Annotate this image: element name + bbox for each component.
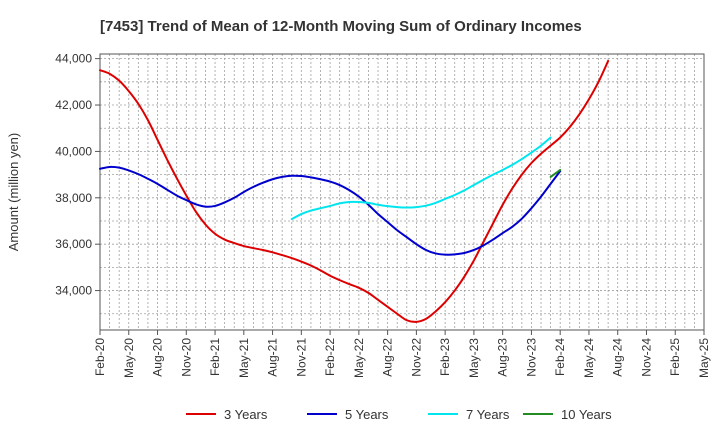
x-axis: Feb-20 May-20 Aug-20 Nov-20 Feb-21 May-21 Aug-… bbox=[93, 330, 711, 378]
x-tick-label: May-23 bbox=[467, 338, 481, 378]
x-tick-label: Nov-24 bbox=[639, 338, 653, 377]
y-tick-label: 36,000 bbox=[55, 237, 92, 251]
x-tick-label: May-24 bbox=[582, 338, 596, 378]
x-tick-label: Nov-20 bbox=[179, 338, 193, 377]
series-line-5-years bbox=[99, 165, 562, 256]
x-tick-label: Feb-22 bbox=[323, 338, 337, 376]
legend-label-7-years: 7 Years bbox=[466, 407, 510, 422]
x-tick-label: May-20 bbox=[122, 338, 136, 378]
x-tick-label: Aug-23 bbox=[496, 338, 510, 377]
y-axis: 34,000 36,000 38,000 40,000 42,000 44,000 bbox=[55, 52, 100, 298]
series-line-10-years bbox=[549, 168, 562, 178]
x-tick-label: Feb-24 bbox=[553, 338, 567, 376]
series-line-7-years bbox=[290, 136, 552, 221]
x-tick-label: Aug-22 bbox=[381, 338, 395, 377]
x-tick-label: Feb-23 bbox=[438, 338, 452, 376]
x-tick-label: Feb-25 bbox=[668, 338, 682, 376]
y-tick-label: 42,000 bbox=[55, 98, 92, 112]
grid bbox=[100, 54, 704, 330]
x-tick-label: Aug-21 bbox=[266, 338, 280, 377]
x-tick-label: Feb-20 bbox=[93, 338, 107, 376]
legend-label-3-years: 3 Years bbox=[224, 407, 268, 422]
plot-area bbox=[99, 53, 705, 331]
y-tick-label: 34,000 bbox=[55, 284, 92, 298]
x-tick-label: Aug-20 bbox=[151, 338, 165, 377]
legend-label-10-years: 10 Years bbox=[561, 407, 612, 422]
x-tick-label: May-25 bbox=[697, 338, 711, 378]
x-tick-label: Aug-24 bbox=[611, 338, 625, 377]
x-tick-label: Nov-23 bbox=[524, 338, 538, 377]
y-tick-label: 38,000 bbox=[55, 191, 92, 205]
x-tick-label: Nov-21 bbox=[294, 338, 308, 377]
y-axis-label: Amount (million yen) bbox=[6, 133, 21, 252]
x-tick-label: May-21 bbox=[237, 338, 251, 378]
series-line-3-years bbox=[99, 59, 610, 323]
x-tick-label: May-22 bbox=[352, 338, 366, 378]
series-lines bbox=[99, 59, 610, 323]
y-tick-label: 40,000 bbox=[55, 144, 92, 158]
y-tick-label: 44,000 bbox=[55, 52, 92, 66]
chart-title: [7453] Trend of Mean of 12-Month Moving … bbox=[100, 18, 582, 35]
legend-label-5-years: 5 Years bbox=[345, 407, 389, 422]
legend: 3 Years 5 Years 7 Years 10 Years bbox=[186, 407, 612, 422]
x-tick-label: Feb-21 bbox=[208, 338, 222, 376]
x-tick-label: Nov-22 bbox=[409, 338, 423, 377]
